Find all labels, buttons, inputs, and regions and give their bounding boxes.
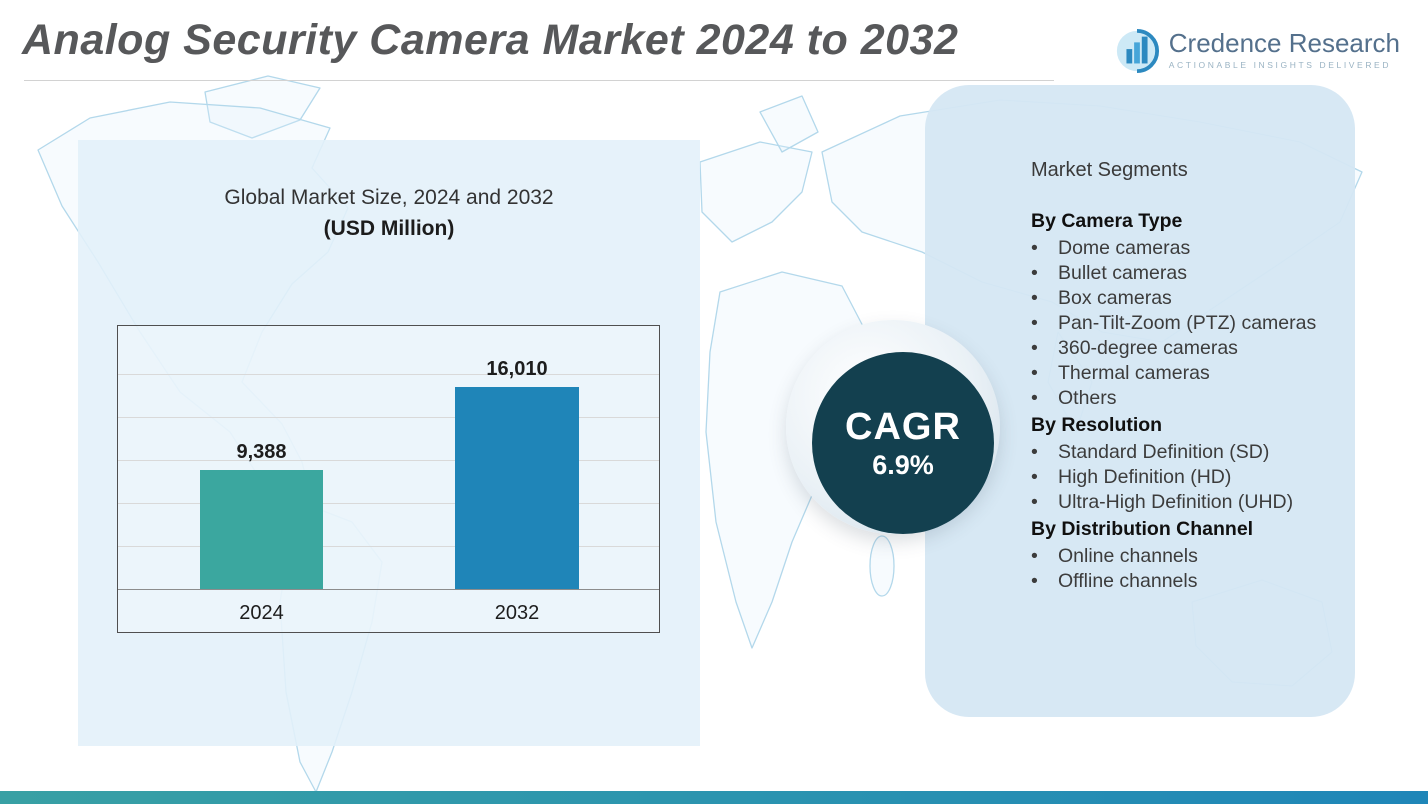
map-europe — [699, 141, 813, 243]
bullet-icon: • — [1031, 491, 1038, 513]
logo-text: Credence Research ACTIONABLE INSIGHTS DE… — [1169, 28, 1400, 70]
title-underline — [24, 80, 1054, 81]
segment-group-camera-type: By Camera Type • Dome cameras • Bullet cam… — [1031, 210, 1317, 411]
logo-name: Credence Research — [1168, 28, 1400, 58]
segment-item-label: High Definition (HD) — [1058, 466, 1232, 488]
bar-value-2032: 16,010 — [486, 357, 548, 380]
segment-item: • Pan-Tilt-Zoom (PTZ) cameras — [1031, 311, 1317, 336]
segment-group-title: By Distribution Channel — [1031, 518, 1254, 540]
segment-item: • Offline channels — [1031, 569, 1317, 594]
bullet-icon: • — [1031, 362, 1038, 384]
logo-tagline: ACTIONABLE INSIGHTS DELIVERED — [1168, 60, 1392, 70]
segment-item-label: Dome cameras — [1058, 237, 1191, 259]
page-title: Analog Security Camera Market 2024 to 20… — [22, 16, 959, 64]
cagr-badge: CAGR 6.9% — [812, 352, 994, 534]
bullet-icon: • — [1031, 387, 1038, 409]
segment-item-label: Box cameras — [1058, 287, 1172, 309]
segment-item-label: Online channels — [1058, 545, 1198, 567]
cagr-value: 6.9% — [872, 449, 934, 480]
segment-item: • Box cameras — [1031, 286, 1317, 311]
segment-item: • Thermal cameras — [1031, 361, 1317, 386]
x-axis-label-2024: 2024 — [239, 602, 284, 624]
bar-2032 — [455, 386, 579, 589]
bullet-icon: • — [1031, 237, 1038, 259]
credence-research-logo: Credence Research ACTIONABLE INSIGHTS DE… — [1114, 28, 1400, 74]
segment-item: • Standard Definition (SD) — [1031, 440, 1317, 465]
bullet-icon: • — [1031, 337, 1038, 359]
map-scandinavia — [759, 95, 819, 153]
segment-group-resolution: By Resolution • Standard Definition (SD) … — [1031, 414, 1317, 515]
x-axis-label-2032: 2032 — [494, 602, 540, 624]
segment-item-label: 360-degree cameras — [1058, 337, 1238, 359]
bullet-icon: • — [1031, 287, 1038, 309]
bullet-icon: • — [1031, 312, 1038, 334]
segment-group-title: By Resolution — [1031, 414, 1163, 436]
bullet-icon: • — [1031, 441, 1038, 463]
bar-group-2024: 9,388 — [200, 336, 323, 589]
map-madagascar — [869, 535, 895, 597]
segment-item-label: Offline channels — [1058, 570, 1198, 592]
segment-item: • Ultra-High Definition (UHD) — [1031, 490, 1317, 515]
segment-item-label: Others — [1058, 387, 1117, 409]
bar-chart-plot-area: 9,388 16,010 — [118, 336, 659, 590]
segment-item: • Online channels — [1031, 544, 1317, 569]
segment-item-label: Standard Definition (SD) — [1058, 441, 1270, 463]
segments-heading: Market Segments — [1031, 159, 1188, 181]
segment-item: • 360-degree cameras — [1031, 336, 1317, 361]
bullet-icon: • — [1031, 262, 1038, 284]
segment-item: • High Definition (HD) — [1031, 465, 1317, 490]
chart-title-block: Global Market Size, 2024 and 2032 (USD M… — [78, 182, 700, 244]
segment-item-label: Thermal cameras — [1058, 362, 1210, 384]
market-segments-content: Market Segments By Camera Type • Dome cam… — [925, 85, 1355, 594]
footer-accent-bar — [0, 791, 1428, 804]
segment-item: • Dome cameras — [1031, 236, 1317, 261]
segment-item: • Others — [1031, 386, 1317, 411]
segment-item-label: Pan-Tilt-Zoom (PTZ) cameras — [1058, 312, 1317, 334]
bar-value-2024: 9,388 — [236, 441, 287, 464]
segment-group-title: By Camera Type — [1031, 210, 1183, 232]
cagr-label: CAGR — [845, 405, 961, 448]
segment-item: • Bullet cameras — [1031, 261, 1317, 286]
bar-2024 — [200, 470, 323, 589]
segment-item-label: Bullet cameras — [1058, 262, 1187, 284]
segment-group-distribution-channel: By Distribution Channel • Online channels… — [1031, 518, 1317, 594]
logo-bar-chart-icon — [1116, 28, 1159, 74]
bullet-icon: • — [1031, 545, 1038, 567]
segment-item-label: Ultra-High Definition (UHD) — [1058, 491, 1294, 513]
chart-subtitle: (USD Million) — [323, 217, 455, 240]
chart-title: Global Market Size, 2024 and 2032 — [224, 186, 554, 209]
bar-chart: 9,388 16,010 2024 2032 — [117, 325, 660, 633]
bullet-icon: • — [1031, 466, 1038, 488]
bar-group-2032: 16,010 — [455, 336, 579, 589]
bullet-icon: • — [1031, 570, 1038, 592]
